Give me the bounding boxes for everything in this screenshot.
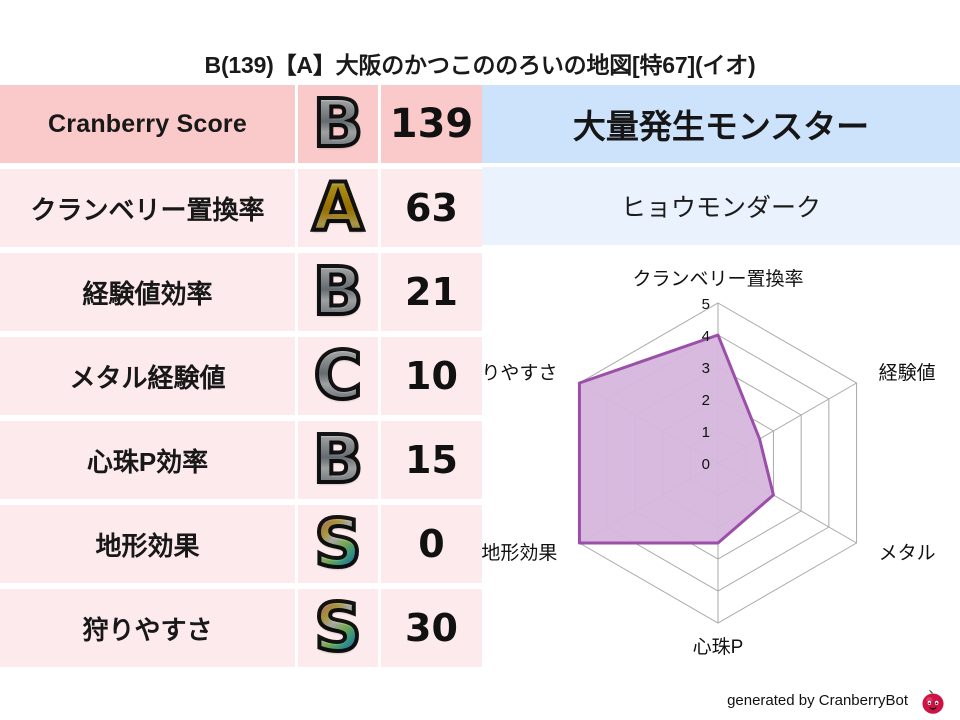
rank-a-icon: A	[310, 169, 365, 246]
radar-tick-label: 5	[702, 296, 710, 313]
stat-value: 30	[405, 606, 458, 650]
stat-label-cell: メタル経験値	[0, 337, 295, 415]
radar-axis-label: 狩りやすさ	[482, 362, 557, 384]
monster-section-header: 大量発生モンスター	[482, 85, 960, 163]
stat-value: 15	[405, 438, 458, 482]
table-row: 経験値効率 B 21	[0, 253, 482, 335]
table-row: メタル経験値 C 10	[0, 337, 482, 419]
page-title: B(139)【A】大阪のかつこののろいの地図[特67](イオ)	[204, 52, 756, 78]
stat-value: 139	[389, 101, 474, 147]
radar-axis-label: 経験値	[879, 362, 936, 384]
table-row: Cranberry Score B 139	[0, 85, 482, 167]
stat-value: 0	[418, 522, 445, 566]
table-row: クランベリー置換率 A 63	[0, 169, 482, 251]
radar-tick-label: 3	[702, 360, 710, 377]
rank-badge-cell: B	[298, 85, 378, 163]
stat-label: 心珠P効率	[86, 446, 209, 477]
table-row: 地形効果 S 0	[0, 505, 482, 587]
stat-label-cell: 狩りやすさ	[0, 589, 295, 667]
stat-label: Cranberry Score	[48, 109, 247, 138]
radar-tick-label: 4	[702, 328, 710, 345]
stat-value-cell: 30	[381, 589, 482, 667]
stat-label: 経験値効率	[82, 278, 213, 309]
stat-value-cell: 63	[381, 169, 482, 247]
monster-name-row: ヒョウモンダーク	[482, 167, 960, 245]
rank-s-icon: S	[312, 505, 364, 582]
radar-axis-label: 地形効果	[482, 542, 557, 564]
rank-badge-cell: B	[298, 253, 378, 331]
stat-label-cell: 地形効果	[0, 505, 295, 583]
table-row: 心珠P効率 B 15	[0, 421, 482, 503]
cranberry-icon	[922, 689, 944, 714]
stat-value: 10	[405, 354, 458, 398]
stat-value: 63	[405, 186, 458, 230]
stat-value-cell: 10	[381, 337, 482, 415]
stat-value-cell: 0	[381, 505, 482, 583]
footer: generated by CranberryBot	[0, 689, 960, 720]
stat-label-cell: Cranberry Score	[0, 85, 295, 163]
stat-value-cell: 15	[381, 421, 482, 499]
rank-c-icon: C	[312, 337, 364, 414]
radar-data-polygon	[577, 333, 775, 545]
radar-axis-label: メタル	[879, 542, 936, 564]
radar-tick-label: 0	[702, 456, 710, 473]
stat-label: メタル経験値	[69, 362, 226, 393]
stat-label: 狩りやすさ	[82, 614, 213, 645]
rank-badge-cell: A	[298, 169, 378, 247]
stat-label: 地形効果	[95, 530, 200, 561]
radar-tick-label: 2	[702, 392, 710, 409]
table-row: 狩りやすさ S 30	[0, 589, 482, 671]
stat-value-cell: 21	[381, 253, 482, 331]
stat-value-cell: 139	[381, 85, 482, 163]
rank-b-icon: B	[311, 421, 365, 498]
stat-label-cell: 経験値効率	[0, 253, 295, 331]
radar-tick-label: 1	[702, 424, 710, 441]
radar-axis-label: クランベリー置換率	[632, 268, 803, 290]
rank-badge-cell: S	[298, 589, 378, 667]
rank-badge-cell: B	[298, 421, 378, 499]
rank-s-icon: S	[312, 589, 364, 666]
rank-badge-cell: S	[298, 505, 378, 583]
stat-label: クランベリー置換率	[30, 194, 265, 225]
credit-text: generated by CranberryBot	[727, 692, 908, 709]
monster-panel: 大量発生モンスター ヒョウモンダーク 0 1 2 3 4 5 クランベリー置換率経験値メタル…	[482, 85, 960, 677]
rank-b-icon: B	[311, 253, 365, 330]
stat-value: 21	[405, 270, 458, 314]
radar-axis-label: 心珠P	[693, 636, 744, 658]
monster-name: ヒョウモンダーク	[620, 194, 821, 222]
stat-table: Cranberry Score B 139 クランベリー置換率 A 63 経験値効率 B 21 メ…	[0, 85, 482, 677]
rank-b-icon: B	[311, 85, 365, 162]
rank-badge-cell: C	[298, 337, 378, 415]
stat-label-cell: 心珠P効率	[0, 421, 295, 499]
stat-label-cell: クランベリー置換率	[0, 169, 295, 247]
monster-section-title: 大量発生モンスター	[572, 108, 870, 145]
